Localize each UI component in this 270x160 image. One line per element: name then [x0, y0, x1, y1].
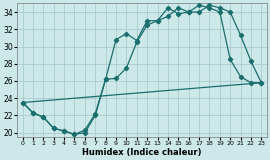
X-axis label: Humidex (Indice chaleur): Humidex (Indice chaleur)	[82, 148, 202, 156]
